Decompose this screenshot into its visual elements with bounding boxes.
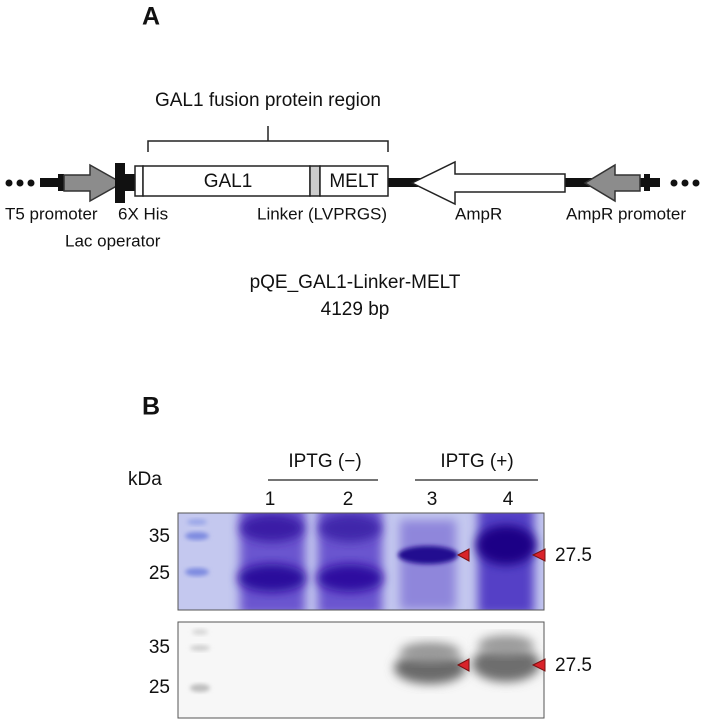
lane-label: 1	[265, 489, 276, 510]
marker-label: 25	[149, 677, 170, 698]
lane-label: 2	[343, 489, 354, 510]
melt-box	[319, 165, 389, 197]
group-label: IPTG (+)	[440, 451, 513, 472]
band-label: 27.5	[555, 655, 592, 676]
lac-operator	[125, 174, 135, 191]
marker-label: 35	[149, 637, 170, 658]
lane-label: 3	[427, 489, 438, 510]
marker-label: 35	[149, 526, 170, 547]
dots	[5, 179, 700, 187]
lac-operator	[115, 163, 125, 203]
western-blot	[178, 622, 544, 718]
lane-label: 4	[503, 489, 514, 510]
unit-label: kDa	[128, 469, 162, 490]
t5-promoter-label: T5 promoter	[5, 204, 98, 223]
band-label: 27.5	[555, 545, 592, 566]
plasmid-size: 4129 bp	[321, 299, 390, 320]
group-label: IPTG (−)	[288, 451, 361, 472]
region-bracket	[147, 126, 389, 152]
region-label: GAL1 fusion protein region	[155, 90, 381, 111]
backbone-cap	[58, 174, 64, 191]
ampr-label: AmpR	[455, 204, 502, 223]
his-tag-box	[134, 165, 144, 197]
his-tag-label: 6X His	[118, 204, 168, 223]
lac-operator-label: Lac operator	[65, 231, 161, 250]
t5-promoter-arrow	[63, 163, 124, 203]
linker-box	[309, 165, 321, 197]
panel-label: B	[142, 393, 160, 421]
panel-label: A	[142, 3, 160, 31]
linker-label: Linker (LVPRGS)	[257, 204, 387, 223]
backbone-cap	[644, 174, 650, 191]
band-arrows	[456, 548, 546, 672]
coomassie-blot	[178, 513, 544, 610]
blot-frame	[177, 512, 545, 611]
marker-label: 25	[149, 563, 170, 584]
gal1-label: GAL1	[204, 171, 253, 192]
ampr-arrow	[410, 160, 566, 206]
ampr-promoter-arrow	[583, 163, 641, 203]
melt-label: MELT	[329, 171, 379, 192]
plasmid-name: pQE_GAL1-Linker-MELT	[250, 272, 461, 293]
ampr-promoter-label: AmpR promoter	[566, 204, 686, 223]
